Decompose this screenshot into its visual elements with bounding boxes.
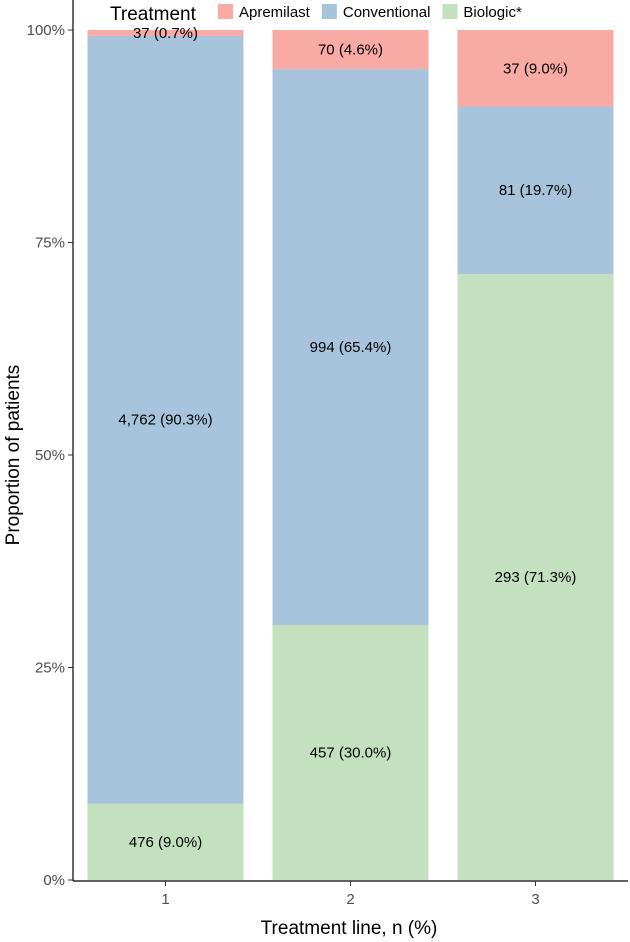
data-label-biologic-line-2: 457 (30.0%) [310,745,392,762]
bar-segment-biologic-line-3 [457,273,614,880]
bar-segment-apremilast-line-1 [87,30,244,36]
x-tick-label: 2 [346,891,354,908]
bar-segment-biologic-line-1 [87,803,244,880]
x-tick-label: 3 [531,891,539,908]
legend-label-apremilast: Apremilast [239,4,311,21]
y-tick-label: 75% [35,235,65,252]
x-tick-label: 1 [161,891,169,908]
legend-label-biologic: Biologic* [463,4,522,21]
y-axis: 0% 25% 50% 75% 100% [27,0,74,889]
data-label-conventional-line-1: 4,762 (90.3%) [118,412,212,429]
y-tick-label: 25% [35,660,65,677]
data-label-biologic-line-3: 293 (71.3%) [495,569,577,586]
y-tick-label: 50% [35,447,65,464]
bar-segment-apremilast-line-3 [457,30,614,107]
bar-segment-conventional-line-1 [87,35,244,804]
bar-segment-biologic-line-2 [272,625,429,880]
segment-labels-layer: 476 (9.0%) 4,762 (90.3%) 37 (0.7%) 457 (30.… [118,25,576,851]
x-axis: 1 2 3 [73,880,628,908]
legend-swatch-conventional [321,4,337,19]
data-label-apremilast-line-3: 37 (9.0%) [503,60,568,77]
legend-swatch-apremilast [218,4,233,19]
legend-title: Treatment [110,4,197,25]
y-tick-label: 0% [43,872,65,889]
x-axis-title: Treatment line, n (%) [261,918,438,939]
bar-segment-conventional-line-2 [272,69,429,626]
y-axis-title: Proportion of patients [3,365,24,546]
data-label-conventional-line-2: 994 (65.4%) [310,339,392,356]
data-label-apremilast-line-2: 70 (4.6%) [318,42,383,59]
legend: Treatment Apremilast Conventional Biologic… [110,4,522,25]
y-tick-label: 100% [27,22,65,39]
legend-swatch-biologic [442,4,458,19]
bar-segment-apremilast-line-2 [272,30,429,70]
data-label-apremilast-line-1: 37 (0.7%) [133,25,198,42]
legend-label-conventional: Conventional [343,4,431,21]
data-label-conventional-line-3: 81 (19.7%) [499,182,572,199]
data-label-biologic-line-1: 476 (9.0%) [129,834,202,851]
bars-layer [87,30,614,880]
bar-segment-conventional-line-3 [457,106,614,274]
